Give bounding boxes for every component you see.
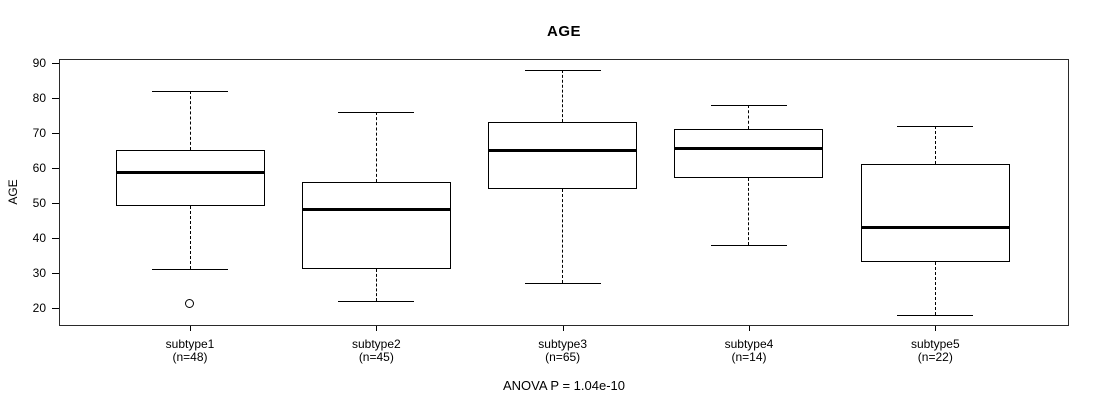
y-tick-label: 40	[32, 230, 46, 245]
x-tick-mark	[190, 326, 191, 331]
outlier-point	[185, 299, 194, 309]
x-category-label: subtype4 (n=14)	[656, 338, 842, 364]
y-tick-label: 60	[32, 160, 46, 175]
upper-whisker-cap	[338, 111, 415, 113]
lower-whisker-line	[562, 188, 564, 284]
group-name: subtype3	[538, 337, 587, 351]
y-tick-mark	[52, 62, 59, 64]
group-n-count: (n=48)	[172, 350, 208, 364]
group-n-count: (n=45)	[358, 350, 394, 364]
group-name: subtype4	[724, 337, 774, 351]
y-tick-mark	[52, 97, 59, 99]
group-n-count: (n=14)	[731, 350, 767, 364]
group-n-count: (n=65)	[545, 350, 581, 364]
iqr-box	[301, 181, 451, 270]
median-line	[301, 208, 451, 212]
group-name: subtype5	[910, 337, 960, 351]
y-tick-label: 50	[32, 195, 46, 210]
x-tick-mark	[748, 326, 750, 331]
median-line	[115, 171, 265, 175]
upper-whisker-line	[189, 90, 191, 151]
chart-title: AGE	[546, 23, 581, 40]
group-name: subtype2	[351, 337, 401, 351]
lower-whisker-cap	[897, 314, 974, 316]
upper-whisker-cap	[524, 69, 601, 71]
y-tick-mark	[52, 132, 59, 134]
lower-whisker-cap	[152, 269, 228, 271]
x-category-label: subtype1 (n=48)	[97, 338, 283, 364]
y-tick-mark	[52, 237, 59, 239]
iqr-box	[860, 164, 1010, 263]
upper-whisker-line	[934, 125, 936, 165]
iqr-box	[115, 150, 265, 207]
y-tick-label: 30	[32, 265, 46, 280]
lower-whisker-cap	[338, 300, 415, 302]
upper-whisker-line	[375, 111, 377, 182]
x-tick-mark	[376, 326, 378, 331]
x-category-label: subtype5 (n=22)	[842, 338, 1028, 364]
upper-whisker-cap	[152, 90, 228, 92]
y-tick-label: 80	[32, 90, 46, 105]
x-tick-mark	[562, 326, 564, 331]
lower-whisker-cap	[710, 244, 787, 246]
group-n-count: (n=22)	[917, 350, 953, 364]
x-category-label: subtype3 (n=65)	[470, 338, 656, 364]
y-tick-label: 20	[32, 300, 46, 315]
upper-whisker-line	[748, 104, 750, 130]
y-tick-mark	[52, 202, 59, 204]
lower-whisker-line	[189, 206, 191, 270]
lower-whisker-cap	[524, 283, 601, 285]
x-tick-mark	[935, 326, 937, 331]
median-line	[674, 146, 824, 150]
anova-caption: ANOVA P = 1.04e-10	[502, 378, 625, 393]
upper-whisker-cap	[710, 104, 787, 106]
x-category-label: subtype2 (n=45)	[283, 338, 469, 364]
lower-whisker-line	[934, 262, 936, 315]
y-tick-label: 70	[32, 125, 46, 140]
iqr-box	[674, 129, 824, 179]
iqr-box	[488, 122, 638, 189]
median-line	[488, 148, 638, 152]
lower-whisker-line	[748, 178, 750, 245]
y-tick-mark	[52, 272, 59, 274]
group-name: subtype1	[165, 337, 215, 351]
upper-whisker-cap	[897, 125, 974, 127]
y-tick-mark	[52, 307, 59, 309]
median-line	[860, 225, 1010, 229]
y-tick-mark	[52, 167, 59, 169]
y-tick-label: 90	[32, 55, 46, 70]
upper-whisker-line	[562, 69, 564, 123]
lower-whisker-line	[375, 269, 377, 301]
